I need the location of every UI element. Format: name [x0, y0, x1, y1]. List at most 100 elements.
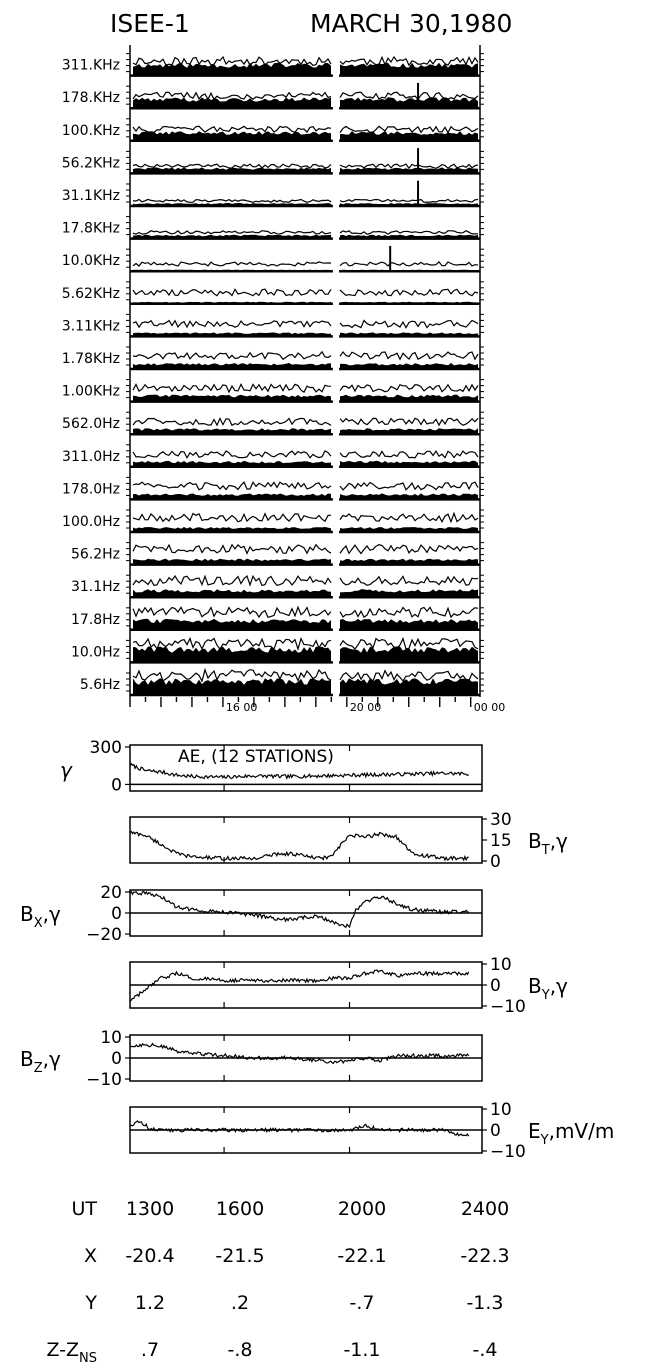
intensity-trace	[132, 350, 332, 361]
intensity-fill	[133, 394, 331, 402]
intensity-trace	[132, 198, 332, 203]
time-tick-label: 16 00	[226, 701, 258, 714]
y-tick-label: −10	[490, 997, 526, 1017]
intensity-trace	[339, 575, 479, 586]
intensity-trace	[132, 450, 332, 460]
ephemeris-table: UT 1300 1600 2000 2400 X -20.4 -21.5 -22.1 -22.3 Y…	[46, 1198, 509, 1366]
intensity-trace	[339, 511, 479, 524]
intensity-fill	[133, 363, 331, 369]
y-tick-label: 10	[100, 1028, 122, 1048]
intensity-trace	[339, 125, 479, 134]
ephemeris-label: Z-ZNS	[46, 1339, 97, 1366]
channel-label: 17.8Hz	[71, 612, 120, 628]
y-tick-label: 20	[100, 883, 122, 903]
channel-row: 10.0KHz	[62, 245, 484, 273]
channel-row: 31.1KHz	[62, 180, 484, 208]
intensity-fill	[340, 646, 478, 663]
intensity-trace	[339, 230, 479, 235]
channel-label: 5.62KHz	[62, 286, 120, 302]
channel-row: 178.0Hz	[62, 476, 484, 501]
y-tick-label: 0	[490, 976, 501, 996]
panel-ae: 300 0 AE, (12 STATIONS) γ	[60, 738, 483, 795]
intensity-trace	[339, 55, 479, 67]
panel-name: BZ,γ	[20, 1047, 61, 1076]
intensity-fill	[133, 167, 331, 174]
channel-row: 5.62KHz	[62, 281, 484, 306]
intensity-fill	[133, 678, 331, 695]
intensity-trace	[132, 383, 332, 394]
channel-label: 31.1Hz	[71, 579, 120, 595]
channel-row: 100.0Hz	[62, 509, 484, 534]
channel-label: 100.KHz	[62, 123, 120, 139]
spacecraft-title: ISEE-1	[110, 9, 190, 38]
ephemeris-value: .7	[141, 1339, 159, 1361]
intensity-trace	[339, 261, 479, 267]
intensity-trace	[339, 450, 479, 459]
ephemeris-label: UT	[71, 1198, 97, 1220]
panel-trace	[129, 762, 470, 780]
wave-spectrogram: 311.KHz 178.KHz 100.KHz 56.2KHz 31.1KHz 17.8K…	[62, 45, 505, 714]
intensity-trace	[132, 319, 332, 329]
y-tick-label: 0	[490, 1121, 501, 1141]
channel-label: 10.0KHz	[62, 253, 120, 269]
intensity-fill	[133, 558, 331, 565]
panel-name: EY,mV/m	[528, 1119, 614, 1148]
ephemeris-value: 2400	[461, 1198, 509, 1220]
ephemeris-value: 1.2	[135, 1292, 165, 1314]
y-tick-label: 0	[111, 775, 122, 795]
intensity-fill	[340, 428, 478, 435]
intensity-trace	[339, 198, 479, 203]
intensity-fill	[340, 97, 478, 109]
panel-name: BX,γ	[20, 902, 61, 931]
intensity-fill	[133, 460, 331, 467]
channel-row: 56.2Hz	[71, 542, 484, 566]
y-tick-label: −10	[490, 1142, 526, 1162]
intensity-fill	[340, 460, 478, 467]
ephemeris-value: 2000	[338, 1198, 386, 1220]
intensity-fill	[340, 130, 478, 141]
intensity-trace	[132, 91, 332, 101]
ephemeris-value: -1.3	[466, 1292, 503, 1314]
channel-label: 17.8KHz	[62, 221, 120, 237]
channel-label: 3.11KHz	[62, 318, 120, 334]
panel-trace	[129, 1042, 470, 1065]
gamma-symbol: γ	[60, 758, 73, 782]
intensity-fill	[133, 618, 331, 630]
y-tick-label: 10	[490, 955, 512, 975]
channel-row: 562.0Hz	[62, 411, 484, 436]
time-tick-label: 20 00	[350, 701, 382, 714]
intensity-trace	[339, 383, 479, 393]
y-tick-label: 0	[490, 852, 501, 872]
channel-row: 1.00KHz	[62, 379, 484, 403]
date-title: MARCH 30,1980	[310, 9, 512, 38]
ephemeris-value: .2	[231, 1292, 249, 1314]
intensity-trace	[132, 481, 332, 491]
ephemeris-value: -20.4	[125, 1245, 174, 1267]
ephemeris-value: -.7	[350, 1292, 375, 1314]
intensity-fill	[340, 167, 478, 174]
intensity-trace	[339, 606, 479, 619]
intensity-trace	[132, 636, 332, 652]
channel-row: 17.8KHz	[62, 216, 484, 240]
channel-label: 178.KHz	[62, 90, 120, 106]
intensity-fill	[133, 97, 331, 109]
channel-row: 1.78KHz	[62, 346, 484, 371]
intensity-fill	[340, 493, 478, 500]
intensity-trace	[339, 91, 479, 101]
channel-row: 311.KHz	[62, 53, 484, 77]
panel-trace	[129, 830, 469, 862]
intensity-trace	[132, 512, 332, 523]
intensity-trace	[339, 636, 479, 650]
channel-label: 56.2KHz	[62, 155, 120, 171]
ephemeris-label: Y	[84, 1292, 97, 1314]
intensity-trace	[132, 417, 332, 427]
channel-label: 10.0Hz	[71, 644, 120, 660]
channel-row: 311.0Hz	[62, 444, 484, 469]
channel-label: 5.6Hz	[80, 677, 120, 693]
intensity-fill	[340, 363, 478, 369]
y-tick-label: 300	[90, 738, 122, 758]
ae-label: AE, (12 STATIONS)	[178, 747, 334, 767]
